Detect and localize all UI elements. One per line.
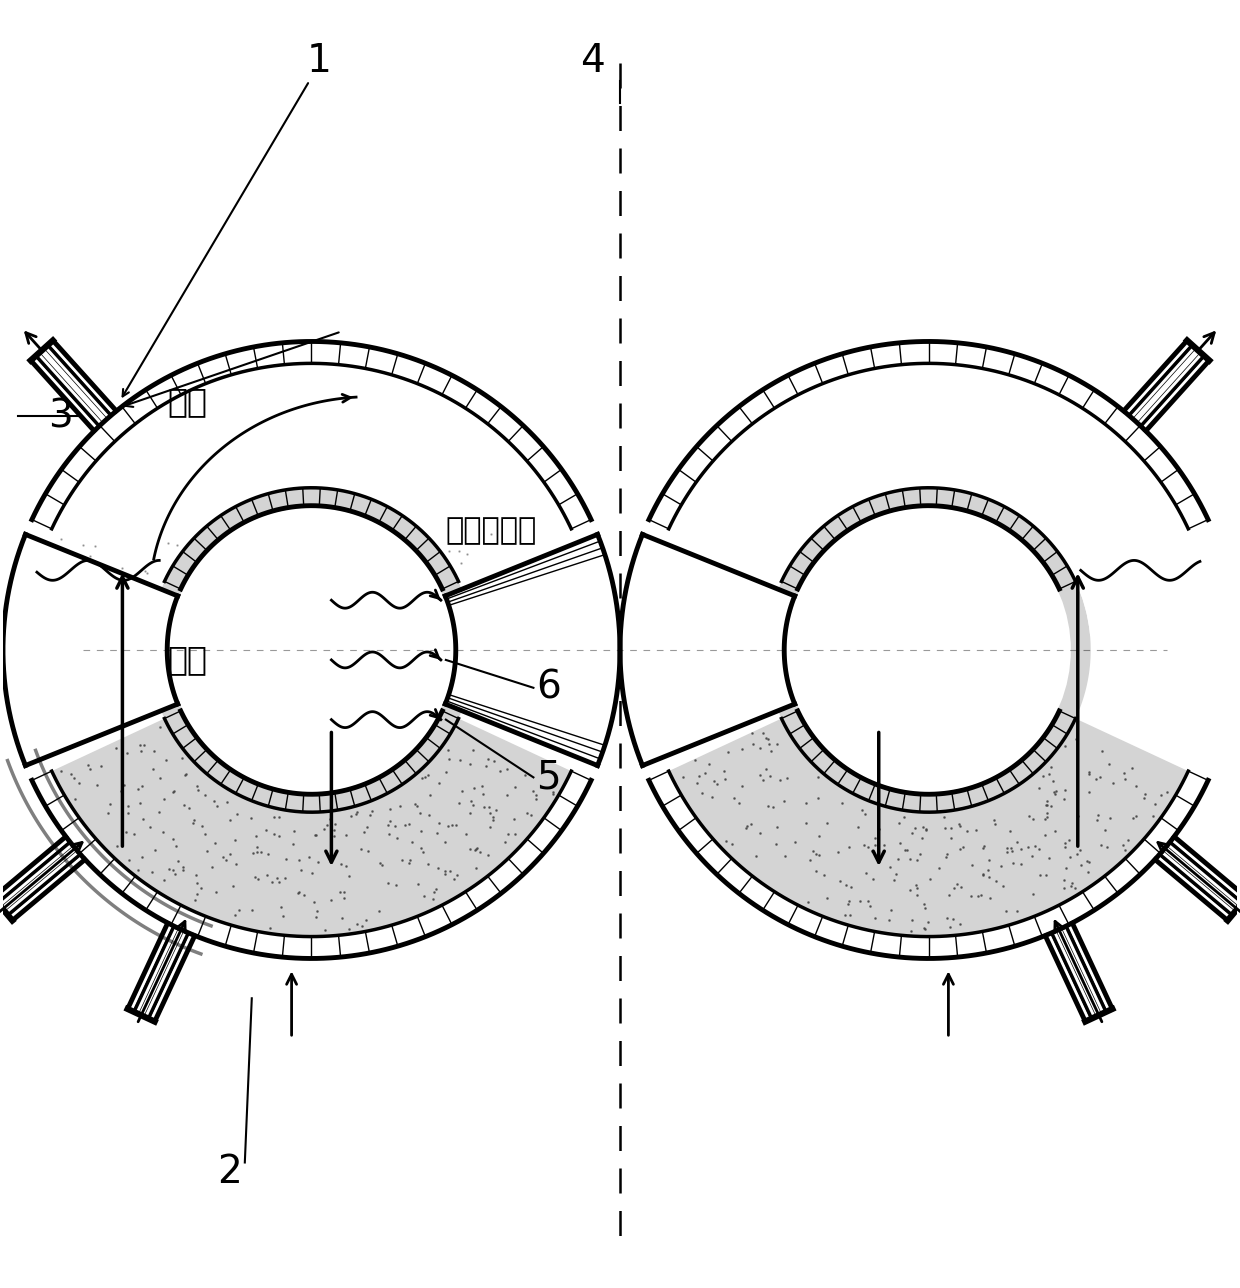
Text: 气化: 气化 <box>167 385 207 417</box>
Text: 2: 2 <box>217 1154 242 1191</box>
Text: 向管壁冷却: 向管壁冷却 <box>445 516 536 545</box>
Text: 5: 5 <box>536 759 560 796</box>
Polygon shape <box>668 363 1188 936</box>
Polygon shape <box>620 535 795 765</box>
Polygon shape <box>445 535 620 765</box>
Text: 液氮: 液氮 <box>167 644 207 676</box>
Polygon shape <box>52 363 572 936</box>
Wedge shape <box>26 363 596 636</box>
Text: 4: 4 <box>580 41 605 80</box>
Circle shape <box>169 507 454 792</box>
Text: 3: 3 <box>48 397 73 435</box>
Text: 6: 6 <box>536 668 560 707</box>
Text: 1: 1 <box>308 41 332 80</box>
Wedge shape <box>644 363 1214 636</box>
Circle shape <box>786 507 1071 792</box>
Polygon shape <box>2 535 177 765</box>
